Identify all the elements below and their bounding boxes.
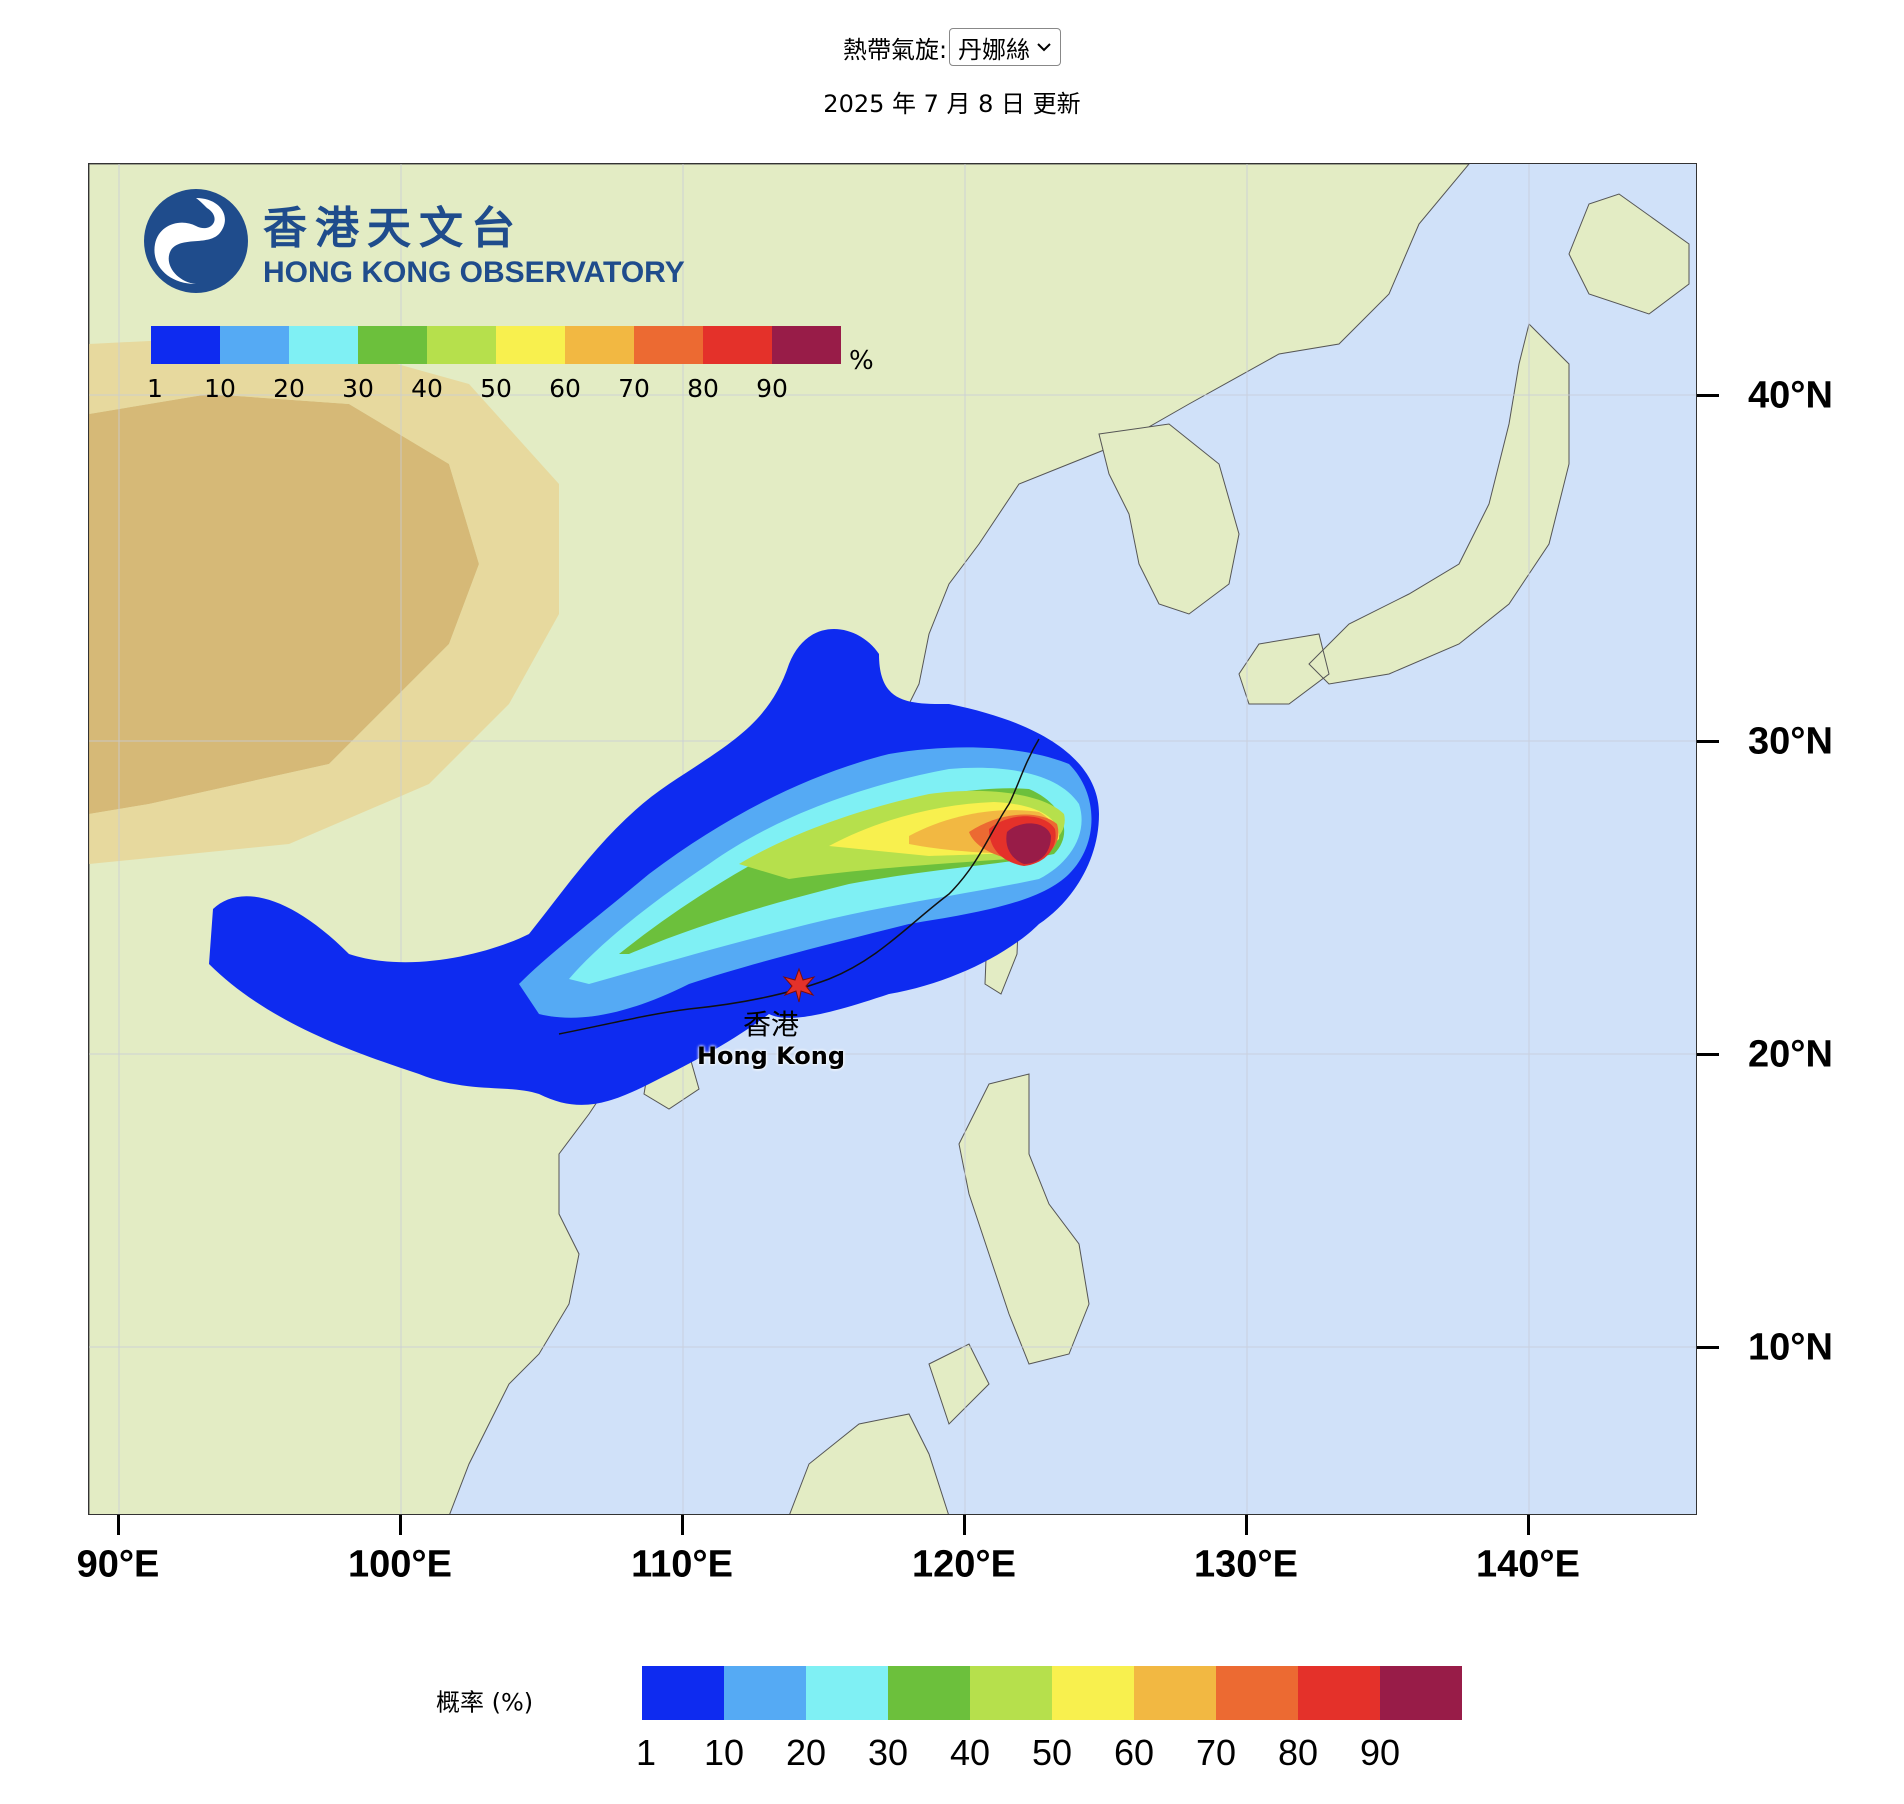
colorbar-swatch	[1298, 1666, 1380, 1720]
land-japan	[1238, 193, 1690, 705]
lon-label: 130°E	[1194, 1543, 1298, 1586]
colorbar-tick-label: 70	[618, 374, 650, 403]
lon-tick	[681, 1515, 684, 1535]
colorbar-tick-label: 80	[687, 374, 719, 403]
coastline-china	[558, 738, 1040, 1035]
colorbar-tick-label: 90	[1359, 1732, 1401, 1773]
land-borneo	[789, 1413, 949, 1514]
colorbar-tick-label: 80	[1277, 1732, 1319, 1773]
colorbar-tick-label: 1	[635, 1732, 657, 1773]
colorbar-tick-label: 20	[785, 1732, 827, 1773]
colorbar-swatch	[1380, 1666, 1462, 1720]
colorbar-swatch	[358, 326, 427, 364]
colorbar-tick-label: 20	[273, 374, 305, 403]
colorbar-tick-label: 40	[949, 1732, 991, 1773]
inset-colorbar-labels: 1 10 20 30 40 50 60 70 80 90	[147, 374, 841, 404]
lat-label: 20°N	[1748, 1033, 1833, 1076]
selector-label: 熱帶氣旋:	[842, 35, 948, 64]
colorbar-swatch	[634, 326, 703, 364]
colorbar-swatch	[888, 1666, 970, 1720]
lon-tick	[1245, 1515, 1248, 1535]
colorbar-swatch	[289, 326, 358, 364]
colorbar-swatch	[1134, 1666, 1216, 1720]
lat-tick	[1697, 740, 1719, 743]
lon-label: 100°E	[348, 1543, 452, 1586]
hko-name-en: HONG KONG OBSERVATORY	[263, 256, 685, 289]
prob-contour-90	[1006, 823, 1051, 864]
colorbar-swatch	[427, 326, 496, 364]
colorbar-tick-label: 10	[703, 1732, 745, 1773]
colorbar-swatch	[1052, 1666, 1134, 1720]
hko-name-zh: 香港天文台	[263, 203, 523, 254]
prob-contour-1	[209, 629, 1099, 1105]
chevron-down-icon	[1037, 43, 1051, 52]
lat-label: 10°N	[1748, 1326, 1833, 1369]
update-date: 2025 年 7 月 8 日 更新	[823, 90, 1081, 118]
colorbar-tick-label: 60	[1113, 1732, 1155, 1773]
colorbar-swatch	[496, 326, 565, 364]
cyclone-select-value: 丹娜絲	[958, 35, 1031, 64]
cyclone-select[interactable]: 丹娜絲	[949, 28, 1062, 66]
colorbar-tick-label: 70	[1195, 1732, 1237, 1773]
colorbar-tick-label: 90	[756, 374, 788, 403]
colorbar-tick-label: 1	[147, 374, 163, 403]
lon-label: 110°E	[631, 1543, 733, 1586]
lat-tick	[1697, 1053, 1719, 1056]
colorbar-swatch	[703, 326, 772, 364]
hko-logo: 香港天文台 HONG KONG OBSERVATORY	[141, 186, 685, 296]
inset-colorbar	[151, 326, 841, 364]
colorbar-tick-label: 30	[342, 374, 374, 403]
lat-tick	[1697, 394, 1719, 397]
colorbar-swatch	[1216, 1666, 1298, 1720]
colorbar-tick-label: 10	[204, 374, 236, 403]
colorbar-swatch	[642, 1666, 724, 1720]
lon-label: 90°E	[76, 1543, 160, 1586]
colorbar-tick-label: 60	[549, 374, 581, 403]
hong-kong-marker	[782, 967, 816, 1003]
tropical-cyclone-selector-row: 熱帶氣旋: 丹娜絲	[0, 28, 1904, 66]
lat-label: 40°N	[1748, 374, 1833, 417]
colorbar-swatch	[724, 1666, 806, 1720]
lat-tick	[1697, 1346, 1719, 1349]
colorbar-swatch	[806, 1666, 888, 1720]
colorbar-tick-label: 50	[1031, 1732, 1073, 1773]
colorbar-swatch	[772, 326, 841, 364]
plateau-edge	[89, 334, 559, 864]
lon-tick	[1527, 1515, 1530, 1535]
land-korea	[1098, 423, 1240, 615]
lon-label: 140°E	[1476, 1543, 1580, 1586]
colorbar-swatch	[565, 326, 634, 364]
probability-map: 香港天文台 HONG KONG OBSERVATORY 1 10 20 30 40 50 6…	[88, 163, 1697, 1515]
inset-unit-label: %	[849, 346, 874, 376]
colorbar-swatch	[151, 326, 220, 364]
legend-title: 概率 (%)	[436, 1688, 534, 1717]
lon-label: 120°E	[912, 1543, 1016, 1586]
probability-colorbar	[642, 1666, 1462, 1720]
colorbar-tick-label: 30	[867, 1732, 909, 1773]
lon-tick	[399, 1515, 402, 1535]
tibetan-plateau	[89, 394, 479, 814]
lat-label: 30°N	[1748, 720, 1833, 763]
colorbar-swatch	[220, 326, 289, 364]
hko-emblem-icon	[144, 189, 248, 293]
colorbar-tick-label: 50	[480, 374, 512, 403]
lon-tick	[963, 1515, 966, 1535]
lon-tick	[117, 1515, 120, 1535]
colorbar-swatch	[970, 1666, 1052, 1720]
colorbar-labels: 1 10 20 30 40 50 60 70 80 90	[636, 1732, 1462, 1773]
hong-kong-label-zh: 香港	[742, 1008, 800, 1041]
colorbar-tick-label: 40	[411, 374, 443, 403]
hong-kong-label-en: Hong Kong	[696, 1042, 846, 1070]
land-philippines	[928, 1073, 1090, 1425]
